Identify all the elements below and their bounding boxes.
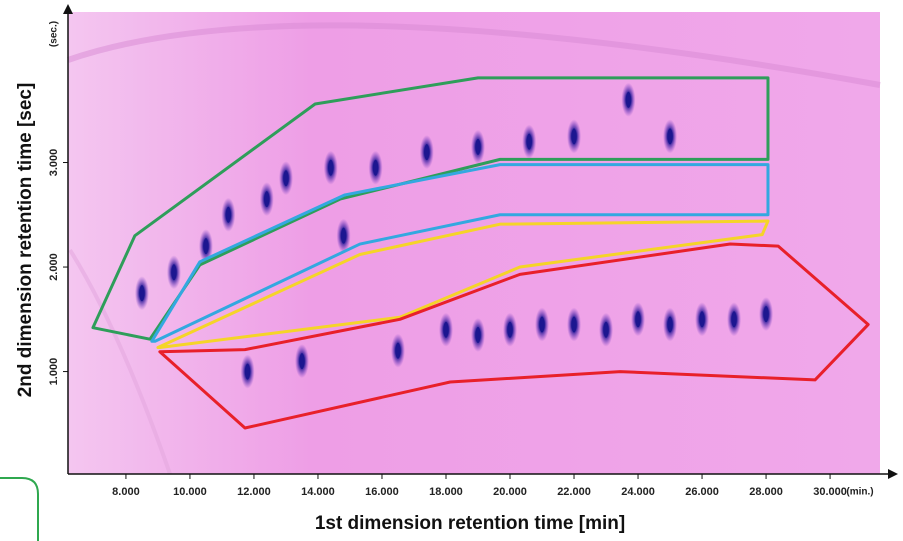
y-tick-label: 1.000 <box>48 358 60 386</box>
x-tick-label: 24.000 <box>621 486 655 498</box>
peak-core <box>763 306 769 323</box>
x-tick-label: 8.000 <box>112 486 140 498</box>
x-tick-label: 18.000 <box>429 486 463 498</box>
peak-core <box>475 138 481 155</box>
peak-core <box>539 316 545 333</box>
peak-core <box>341 227 347 244</box>
peak-core <box>424 144 430 161</box>
peak-core <box>283 170 289 187</box>
x-tick-label: 14.000 <box>301 486 335 498</box>
peak-core <box>299 353 305 370</box>
panel-border <box>0 477 39 541</box>
x-tick-label: 12.000 <box>237 486 271 498</box>
peak-core <box>475 326 481 343</box>
peak-core <box>667 128 673 145</box>
peak-core <box>571 128 577 145</box>
peak-core <box>395 342 401 359</box>
peak-core <box>203 238 209 255</box>
peak-core <box>245 363 251 380</box>
peak-core <box>225 206 231 223</box>
x-tick-label: 30.000 <box>813 486 847 498</box>
y-tick-label: 2.000 <box>48 253 60 281</box>
x-axis-arrow <box>888 469 898 479</box>
peak-core <box>699 311 705 328</box>
background-band <box>67 22 881 88</box>
region-outline <box>158 242 870 430</box>
peak-core <box>139 285 145 302</box>
region-outline <box>150 163 770 343</box>
peak-core <box>507 321 513 338</box>
peak-core <box>328 159 334 176</box>
x-unit: (min.) <box>846 487 873 498</box>
y-axis-title: 2nd dimension retention time [sec] <box>15 83 36 398</box>
peak-core <box>731 311 737 328</box>
peak-core <box>625 91 631 108</box>
peak-core <box>373 159 379 176</box>
peak-core <box>571 316 577 333</box>
x-tick-label: 20.000 <box>493 486 527 498</box>
peak-core <box>635 311 641 328</box>
region-outline <box>156 219 770 350</box>
peak-core <box>667 316 673 333</box>
peak-core <box>264 191 270 208</box>
y-unit: (sec.) <box>49 21 60 47</box>
peak-core <box>603 321 609 338</box>
background-band <box>68 248 172 475</box>
y-tick-label: 3.000 <box>48 149 60 177</box>
y-axis-arrow <box>63 4 73 14</box>
x-axis-title: 1st dimension retention time [min] <box>315 513 625 534</box>
plot-background <box>68 12 880 474</box>
x-tick-label: 28.000 <box>749 486 783 498</box>
peak-core <box>526 133 532 150</box>
x-tick-label: 22.000 <box>557 486 591 498</box>
x-tick-label: 26.000 <box>685 486 719 498</box>
peak-core <box>443 321 449 338</box>
x-tick-label: 10.000 <box>173 486 207 498</box>
x-tick-label: 16.000 <box>365 486 399 498</box>
peak-core <box>171 264 177 281</box>
